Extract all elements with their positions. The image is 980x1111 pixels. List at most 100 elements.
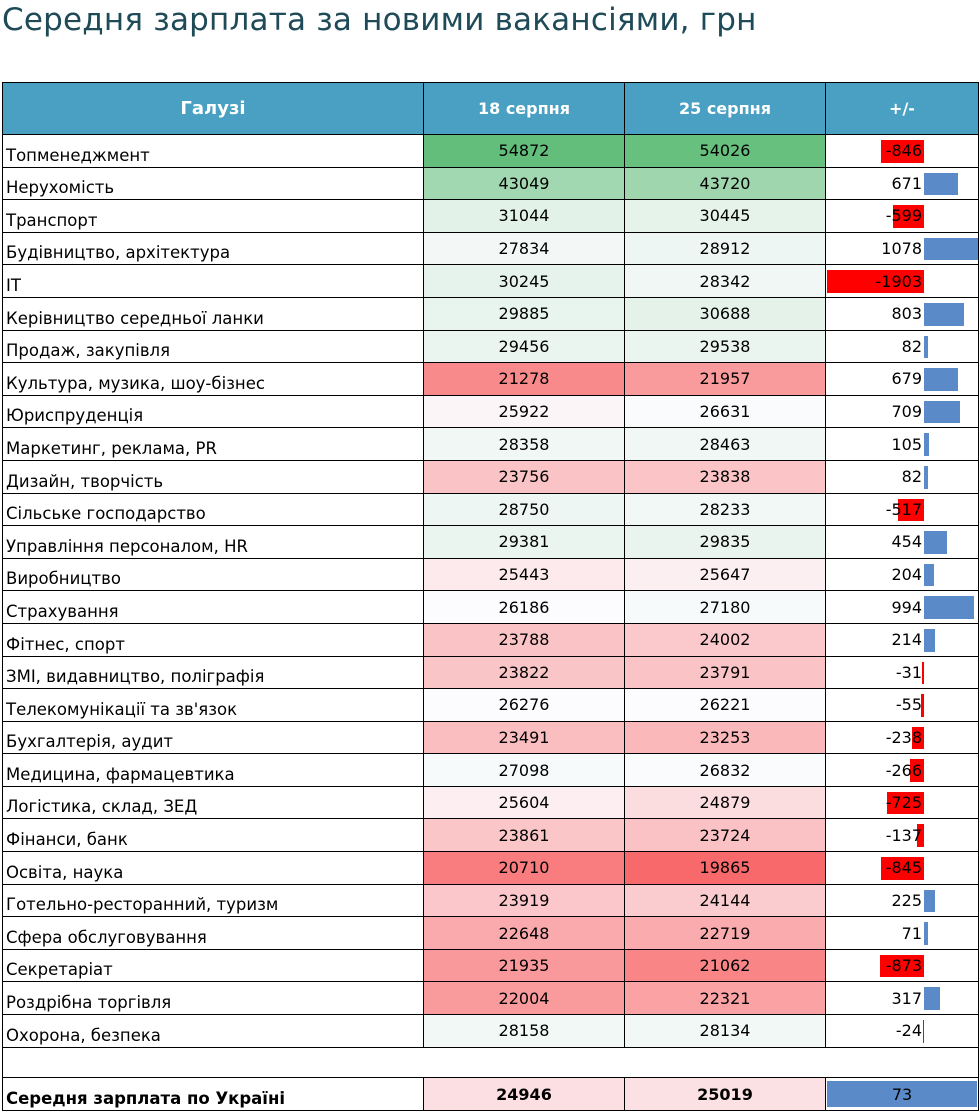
aug18-cell: 23822 [423, 655, 625, 690]
delta-value: 214 [891, 630, 922, 650]
delta-bar-positive [924, 889, 936, 913]
industry-cell: Медицина, фармацевтика [2, 753, 424, 787]
delta-value: -137 [885, 825, 922, 845]
total-aug18: 24946 [423, 1077, 625, 1111]
delta-cell: -55 [825, 688, 979, 722]
delta-cell: 671 [825, 166, 979, 201]
delta-cell: 225 [825, 883, 979, 918]
aug25-cell: 22719 [624, 916, 826, 950]
delta-bar-negative [887, 791, 924, 815]
delta-value: -24 [895, 1021, 922, 1041]
aug18-cell: 27834 [423, 231, 625, 266]
table-row: Продаж, закупівля 29456 29538 82 [2, 329, 979, 364]
delta-cell: 994 [825, 590, 979, 624]
industry-cell: Культура, музика, шоу-бізнес [2, 362, 424, 396]
delta-value: -31 [895, 662, 922, 682]
aug25-cell: 24144 [624, 883, 826, 918]
aug18-cell: 25604 [423, 785, 625, 820]
spacer-row [2, 1046, 979, 1079]
delta-cell: -31 [825, 655, 979, 690]
aug18-cell: 25443 [423, 557, 625, 592]
aug18-cell: 23756 [423, 459, 625, 494]
delta-bar-negative [893, 205, 924, 228]
delta-bar-negative [911, 726, 924, 750]
industry-cell: Роздрібна торгівля [2, 981, 424, 1016]
table-row: Сільське господарство 28750 28233 -517 [2, 492, 979, 527]
delta-bar-negative [827, 270, 924, 293]
aug25-cell: 23791 [624, 655, 826, 690]
salary-table: Галузі 18 серпня 25 серпня +/- Топменедж… [2, 82, 979, 1111]
aug18-cell: 25922 [423, 394, 625, 429]
delta-cell: 204 [825, 557, 979, 592]
aug18-cell: 21935 [423, 948, 625, 983]
delta-bar-positive [924, 465, 929, 489]
delta-bar-positive [924, 433, 930, 456]
aug18-cell: 23861 [423, 818, 625, 853]
delta-bar-negative [910, 759, 924, 782]
delta-cell: -873 [825, 948, 979, 983]
industry-cell: Продаж, закупівля [2, 329, 424, 364]
total-aug25: 25019 [624, 1077, 826, 1111]
industry-cell: ЗМІ, видавництво, поліграфія [2, 655, 424, 690]
industry-cell: IT [2, 264, 424, 298]
table-row: Сфера обслуговування 22648 22719 71 [2, 916, 979, 950]
delta-value: 71 [901, 923, 922, 943]
industry-cell: Керівництво середньої ланки [2, 296, 424, 331]
table-row: Транспорт 31044 30445 -599 [2, 199, 979, 233]
table-body: Топменеджмент 54872 54026 -846 Нерухомість 43… [2, 134, 979, 1111]
table-row: Маркетинг, реклама, PR 28358 28463 105 [2, 427, 979, 461]
delta-value: 994 [891, 597, 922, 617]
industry-cell: Освіта, наука [2, 851, 424, 885]
aug25-cell: 28463 [624, 427, 826, 461]
delta-bar-positive [924, 368, 958, 391]
aug18-cell: 28158 [423, 1014, 625, 1048]
delta-value: 1078 [881, 239, 922, 259]
industry-cell: Маркетинг, реклама, PR [2, 427, 424, 461]
delta-bar-positive [924, 400, 960, 424]
aug18-cell: 30245 [423, 264, 625, 298]
aug25-cell: 23838 [624, 459, 826, 494]
delta-value: -266 [885, 760, 922, 780]
aug18-cell: 29456 [423, 329, 625, 364]
aug18-cell: 29381 [423, 525, 625, 559]
table-row: Освіта, наука 20710 19865 -845 [2, 851, 979, 885]
aug18-cell: 54872 [423, 134, 625, 168]
aug25-cell: 29538 [624, 329, 826, 364]
header-delta: +/- [825, 82, 979, 135]
delta-value: -845 [885, 858, 922, 878]
industry-cell: Готельно-ресторанний, туризм [2, 883, 424, 918]
delta-value: -55 [895, 695, 922, 715]
header-aug25: 25 серпня [624, 82, 826, 135]
delta-cell: 82 [825, 459, 979, 494]
delta-value: -846 [885, 141, 922, 161]
table-row: Фітнес, спорт 23788 24002 214 [2, 622, 979, 657]
table-row: Культура, музика, шоу-бізнес 21278 21957 67… [2, 362, 979, 396]
industry-cell: Топменеджмент [2, 134, 424, 168]
aug25-cell: 30688 [624, 296, 826, 331]
aug18-cell: 23919 [423, 883, 625, 918]
delta-cell: -725 [825, 785, 979, 820]
spacer-cell [2, 1046, 979, 1079]
delta-value: -238 [885, 727, 922, 747]
delta-cell: -137 [825, 818, 979, 853]
aug25-cell: 26221 [624, 688, 826, 722]
delta-cell: -599 [825, 199, 979, 233]
delta-value: 204 [891, 565, 922, 585]
delta-value: 803 [891, 304, 922, 324]
industry-cell: Охорона, безпека [2, 1014, 424, 1048]
aug25-cell: 23253 [624, 720, 826, 755]
industry-cell: Фітнес, спорт [2, 622, 424, 657]
table-row: Логістика, склад, ЗЕД 25604 24879 -725 [2, 785, 979, 820]
page-title: Середня зарплата за новими вакансіями, г… [2, 2, 757, 38]
aug25-cell: 21957 [624, 362, 826, 396]
total-label: Середня зарплата по Україні [2, 1077, 424, 1111]
table-row: Нерухомість 43049 43720 671 [2, 166, 979, 201]
aug25-cell: 25647 [624, 557, 826, 592]
aug25-cell: 21062 [624, 948, 826, 983]
total-delta-cell: 73 [825, 1077, 979, 1111]
delta-value: 679 [891, 369, 922, 389]
table-row: Керівництво середньої ланки 29885 30688 803 [2, 296, 979, 331]
aug18-cell: 43049 [423, 166, 625, 201]
table-row: ЗМІ, видавництво, поліграфія 23822 23791 -3… [2, 655, 979, 690]
table-row: Юриспруденція 25922 26631 709 [2, 394, 979, 429]
